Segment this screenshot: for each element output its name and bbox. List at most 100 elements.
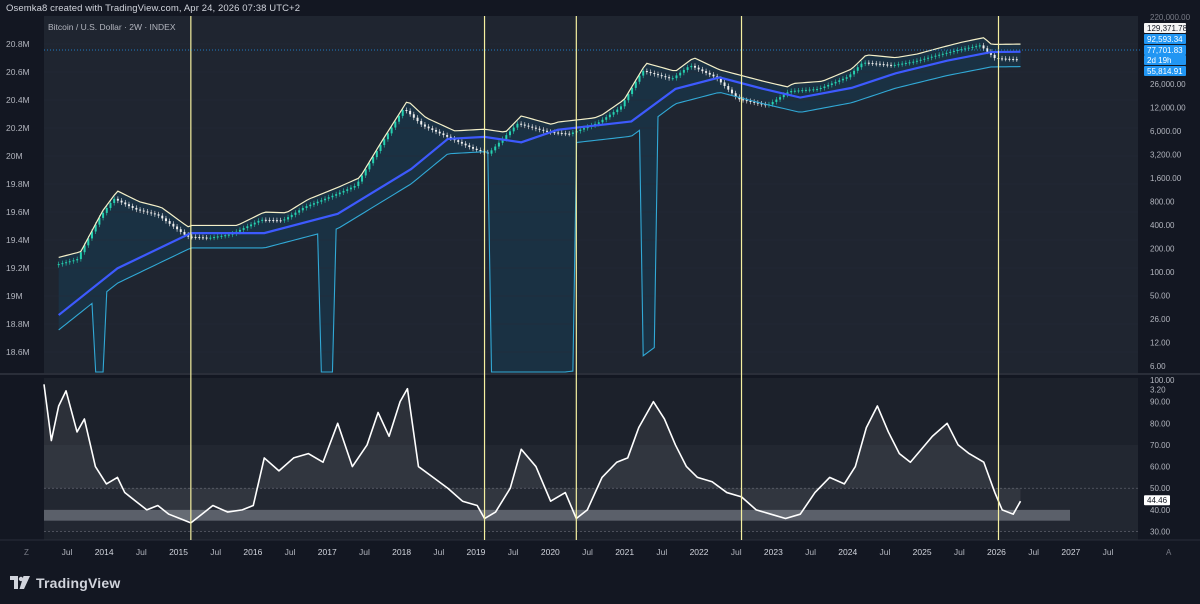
price-candle bbox=[668, 77, 671, 79]
price-candle bbox=[394, 121, 397, 128]
price-candle bbox=[779, 97, 782, 100]
price-candle bbox=[301, 208, 304, 211]
price-candle bbox=[375, 150, 378, 158]
time-axis-tick: Jul bbox=[433, 547, 444, 557]
price-candle bbox=[808, 89, 811, 91]
price-candle bbox=[113, 198, 116, 203]
price-candle bbox=[656, 74, 659, 76]
price-candle bbox=[364, 169, 367, 176]
left-axis-tick: 18.6M bbox=[6, 347, 30, 357]
price-label-badge bbox=[1144, 34, 1186, 44]
price-candle bbox=[830, 83, 833, 85]
price-candle bbox=[331, 195, 334, 198]
time-axis-tick: Jul bbox=[582, 547, 593, 557]
price-candle bbox=[90, 231, 93, 239]
price-candle bbox=[383, 139, 386, 146]
price-candle bbox=[856, 67, 859, 71]
price-candle bbox=[564, 133, 567, 135]
price-candle bbox=[105, 207, 108, 213]
time-axis-tick: 2024 bbox=[838, 547, 857, 557]
price-candle bbox=[756, 102, 759, 104]
price-candle bbox=[146, 211, 149, 213]
price-candle bbox=[952, 50, 955, 52]
price-candle bbox=[623, 100, 626, 107]
time-axis-tick: Jul bbox=[359, 547, 370, 557]
rsi-axis-tick: 30.00 bbox=[1150, 528, 1171, 537]
moving-average-line[interactable] bbox=[57, 50, 1021, 316]
price-candle bbox=[901, 63, 904, 65]
price-candle bbox=[127, 204, 130, 207]
price-candle bbox=[664, 76, 667, 78]
price-candle bbox=[161, 215, 164, 219]
price-candle bbox=[168, 221, 171, 224]
upper-band-line[interactable] bbox=[58, 37, 1021, 258]
time-axis-tick: Jul bbox=[731, 547, 742, 557]
price-candle bbox=[179, 229, 182, 232]
price-candle bbox=[372, 157, 375, 164]
price-candle bbox=[1015, 59, 1018, 61]
right-axis-tick: 800.00 bbox=[1150, 198, 1175, 207]
price-candle bbox=[1001, 58, 1004, 60]
price-candle bbox=[546, 130, 549, 132]
price-candle bbox=[250, 224, 253, 227]
price-candle bbox=[864, 62, 867, 64]
price-label-value: 2d 19h bbox=[1147, 56, 1171, 65]
price-candle bbox=[316, 201, 319, 204]
price-candle bbox=[719, 78, 722, 83]
auto-scale-button[interactable]: A bbox=[1166, 548, 1172, 557]
price-candle bbox=[309, 204, 312, 207]
price-candle bbox=[412, 114, 415, 118]
price-candle bbox=[194, 236, 197, 238]
price-candle bbox=[627, 94, 630, 101]
price-candle bbox=[993, 54, 996, 59]
right-axis-tick: 12,000.00 bbox=[1150, 104, 1186, 113]
price-candle bbox=[927, 57, 930, 59]
price-candle bbox=[98, 217, 101, 225]
price-candle bbox=[346, 189, 349, 191]
rsi-axis-tick: 70.00 bbox=[1150, 441, 1171, 450]
price-candle bbox=[867, 62, 870, 64]
price-candle bbox=[956, 49, 959, 51]
price-candle bbox=[87, 238, 90, 246]
price-label-value: 92,593.34 bbox=[1147, 35, 1183, 44]
left-axis-tick: 19.2M bbox=[6, 263, 30, 273]
price-candle bbox=[76, 259, 79, 261]
price-candle bbox=[150, 212, 153, 214]
price-candle bbox=[65, 262, 68, 264]
symbol-title[interactable]: Bitcoin / U.S. Dollar · 2W · INDEX bbox=[48, 22, 176, 32]
price-candle bbox=[520, 123, 523, 125]
price-candle bbox=[405, 110, 408, 112]
price-candle bbox=[738, 96, 741, 100]
price-candle bbox=[423, 124, 426, 127]
lower-band-line[interactable] bbox=[58, 66, 1021, 373]
price-label-value: 55,814.91 bbox=[1147, 67, 1183, 76]
price-candle bbox=[653, 73, 656, 75]
price-label-badge bbox=[1144, 55, 1186, 65]
price-candle bbox=[501, 138, 504, 143]
price-candle bbox=[531, 126, 534, 128]
price-candle bbox=[213, 237, 216, 239]
price-pane[interactable] bbox=[44, 16, 1138, 374]
price-candle bbox=[675, 75, 678, 79]
tradingview-logo[interactable]: TradingView bbox=[10, 575, 120, 591]
price-candle bbox=[116, 198, 119, 201]
price-candle bbox=[930, 56, 933, 58]
rsi-line[interactable] bbox=[43, 384, 1022, 524]
price-candle bbox=[834, 81, 837, 84]
price-candle bbox=[764, 104, 767, 106]
left-axis-tick: 20.2M bbox=[6, 123, 30, 133]
price-candle bbox=[420, 121, 423, 125]
price-candle bbox=[283, 219, 286, 221]
price-candle bbox=[209, 237, 212, 239]
price-candle bbox=[631, 87, 634, 95]
price-candle bbox=[886, 64, 889, 66]
right-axis-tick: 26,000.00 bbox=[1150, 80, 1186, 89]
rsi-axis-tick: 80.00 bbox=[1150, 419, 1171, 428]
tradingview-logo-text: TradingView bbox=[36, 575, 121, 591]
price-candle bbox=[416, 117, 419, 122]
price-candle bbox=[497, 142, 500, 147]
price-candle bbox=[686, 67, 689, 70]
price-candle bbox=[875, 63, 878, 65]
left-axis-tick: 20.4M bbox=[6, 95, 30, 105]
price-candle bbox=[797, 90, 800, 92]
